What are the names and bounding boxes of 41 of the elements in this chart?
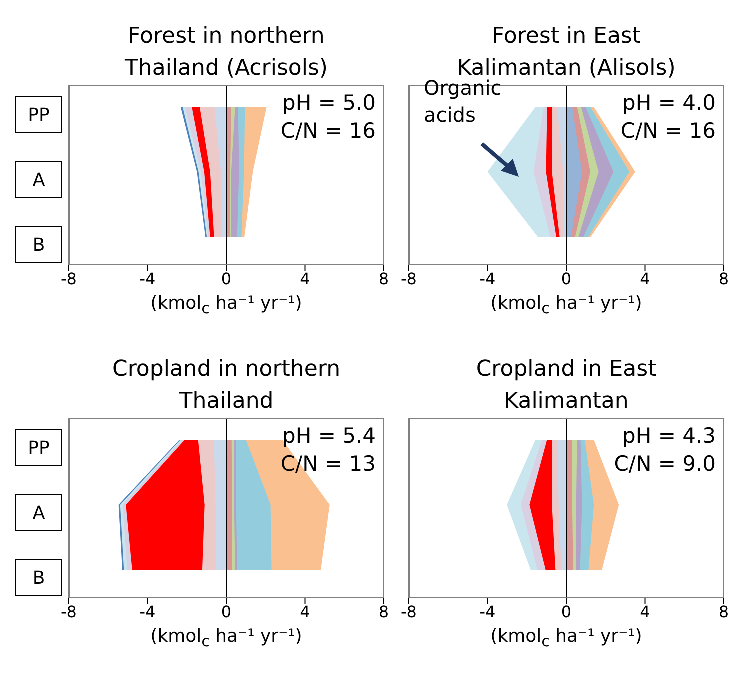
x-tick-label: -8 (401, 269, 417, 288)
x-tick-label: -8 (61, 269, 77, 288)
annotation: pH = 4.0 (622, 90, 716, 117)
y-tick-label: A (32, 503, 46, 524)
annotation: pH = 5.4 (282, 423, 376, 450)
x-tick-label: 0 (561, 269, 572, 288)
chart-title: Cropland in northern Thailand (111, 356, 342, 416)
annotation: pH = 5.0 (282, 90, 376, 117)
chart-title: Forest in northern Thailand (Acrisols) (124, 23, 330, 83)
x-tick-label: 4 (300, 602, 310, 622)
x-tick-label: -4 (140, 602, 156, 622)
x-tick-label: -4 (140, 269, 156, 288)
x-tick-label: 8 (718, 269, 730, 288)
x-tick-label: 4 (640, 602, 650, 622)
x-tick-label: -4 (480, 269, 496, 288)
annotation: C/N = 16 (620, 118, 716, 145)
x-axis-title: (kmol$_{c}$ ha⁻¹ yr⁻¹) (150, 626, 304, 651)
x-axis-title: (kmol$_{c}$ ha⁻¹ yr⁻¹) (490, 293, 644, 318)
x-tick-label: 8 (378, 269, 390, 288)
x-tick-label: -8 (401, 602, 417, 622)
y-tick-label: PP (28, 105, 50, 126)
chart-title: Cropland in East Kalimantan (475, 356, 658, 416)
x-tick-label: 0 (221, 602, 232, 622)
y-tick-label: A (32, 170, 46, 191)
x-tick-label: 4 (300, 269, 310, 288)
x-tick-label: -8 (61, 602, 77, 622)
x-tick-label: 8 (378, 602, 390, 622)
annotation: C/N = 9.0 (614, 451, 716, 478)
x-tick-label: 8 (718, 602, 730, 622)
x-tick-label: 0 (221, 269, 232, 288)
x-tick-label: 4 (640, 269, 650, 288)
x-tick-label: 0 (561, 602, 572, 622)
x-tick-label: -4 (480, 602, 496, 622)
annotation: C/N = 13 (280, 451, 376, 478)
x-axis-title: (kmol$_{c}$ ha⁻¹ yr⁻¹) (150, 293, 304, 318)
annotation: pH = 4.3 (622, 423, 716, 450)
y-tick-label: B (32, 235, 46, 256)
y-tick-label: B (32, 568, 46, 589)
y-tick-label: PP (28, 438, 50, 459)
x-axis-title: (kmol$_{c}$ ha⁻¹ yr⁻¹) (490, 626, 644, 651)
annotation: C/N = 16 (280, 118, 376, 145)
